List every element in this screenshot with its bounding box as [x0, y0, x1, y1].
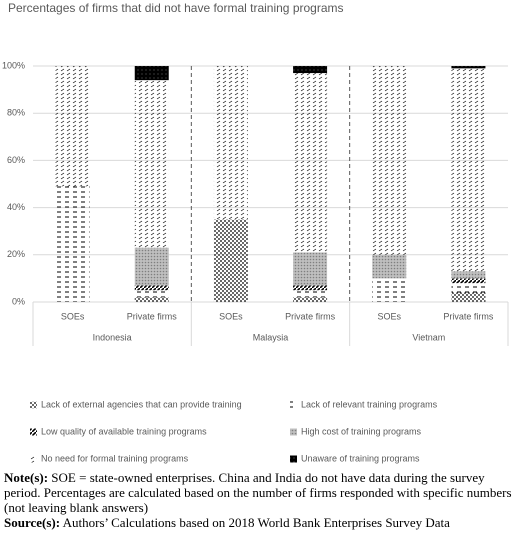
source-label: Source(s): [4, 515, 61, 530]
y-tick-label: 20% [7, 249, 25, 259]
legend-swatch [290, 428, 297, 436]
bar-segment [134, 290, 169, 298]
notes: Note(s): SOE = state-owned enterprises. … [4, 470, 516, 530]
y-tick-label: 0% [12, 296, 25, 306]
bar-segment [293, 66, 328, 74]
x-tick-label: SOEs [61, 311, 85, 321]
x-tick-label: Private firms [127, 311, 178, 321]
bar-segment [134, 66, 169, 81]
legend-swatch [30, 428, 37, 436]
legend-swatch [290, 455, 297, 463]
bar-segment [134, 285, 169, 291]
bar-segment [293, 285, 328, 291]
group-label: Malaysia [253, 332, 289, 342]
bar-segment [451, 68, 486, 272]
bar-segment [372, 278, 407, 302]
y-tick-label: 60% [7, 155, 25, 165]
bar-segment [213, 66, 248, 220]
source-text: Authors’ Calculations based on 2018 Worl… [60, 515, 450, 530]
bar-segment [451, 66, 486, 69]
group-label: Vietnam [412, 332, 445, 342]
x-tick-label: SOEs [377, 311, 401, 321]
bar-segment [134, 247, 169, 286]
x-tick-label: Private firms [285, 311, 336, 321]
note: Note(s): SOE = state-owned enterprises. … [4, 470, 516, 515]
bar-segment [451, 271, 486, 279]
bar-segment [55, 66, 90, 187]
source: Source(s): Authors’ Calculations based o… [4, 515, 516, 530]
bar-segment [293, 290, 328, 298]
legend-label: Unaware of training programs [301, 453, 420, 463]
bar-segment [372, 66, 407, 255]
bar-segment [451, 278, 486, 284]
bar-segment [134, 297, 169, 302]
group-label: Indonesia [93, 332, 132, 342]
bar-segment [293, 73, 328, 253]
bar-segment [213, 219, 248, 302]
x-tick-label: SOEs [219, 311, 243, 321]
y-tick-label: 80% [7, 108, 25, 118]
legend-label: High cost of training programs [301, 426, 422, 436]
y-tick-label: 40% [7, 202, 25, 212]
bar-segment [134, 80, 169, 248]
note-text: SOE = state-owned enterprises. China and… [4, 470, 512, 515]
bar-segment [451, 283, 486, 293]
legend-label: No need for formal training programs [41, 453, 189, 463]
bar-segment [293, 252, 328, 286]
chart: Percentages of firms that did not have f… [2, 1, 509, 463]
bar-segment [55, 186, 90, 302]
chart-title: Percentages of firms that did not have f… [8, 1, 344, 15]
legend-swatch [290, 401, 297, 409]
bar-segment [372, 254, 407, 279]
note-label: Note(s): [4, 470, 49, 485]
bar-segment [451, 292, 486, 302]
legend-label: Lack of relevant training programs [301, 399, 438, 409]
legend-label: Low quality of available training progra… [41, 426, 207, 436]
legend-label: Lack of external agencies that can provi… [41, 399, 242, 409]
legend-swatch [30, 455, 37, 463]
x-tick-label: Private firms [443, 311, 494, 321]
y-tick-label: 100% [2, 60, 25, 70]
legend-swatch [30, 401, 37, 409]
bar-segment [293, 297, 328, 302]
